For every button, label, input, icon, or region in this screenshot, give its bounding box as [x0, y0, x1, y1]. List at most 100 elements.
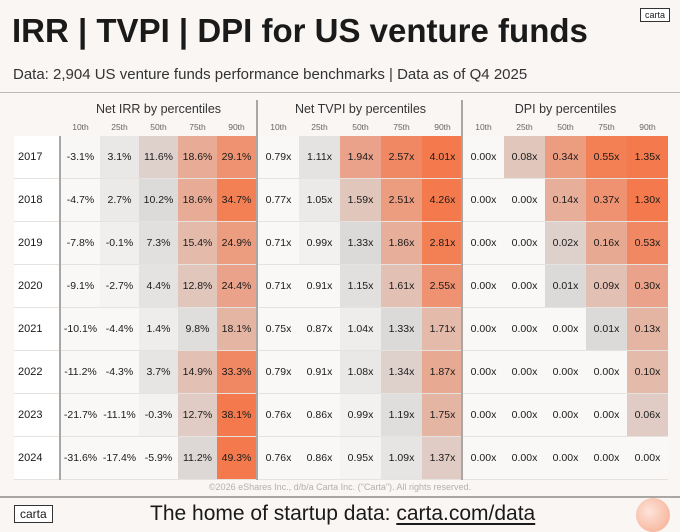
heatmap-cell: -10.1% — [61, 308, 100, 351]
heatmap-cell: 1.04x — [340, 308, 381, 351]
heatmap-cell: 1.75x — [422, 394, 463, 437]
heatmap-cell: 1.05x — [299, 179, 340, 222]
heatmap-cell: 2.7% — [100, 179, 139, 222]
heatmap-cell: 18.6% — [178, 136, 217, 179]
heatmap-cell: 0.00x — [545, 351, 586, 394]
heatmap-cell: 2.81x — [422, 222, 463, 265]
heatmap-cell: 0.71x — [258, 265, 299, 308]
heatmap-cell: 1.09x — [381, 437, 422, 480]
group-header: Net IRR by percentiles — [95, 102, 222, 116]
heatmap-cell: 34.7% — [217, 179, 256, 222]
percentile-header: 50th — [150, 122, 167, 132]
heatmap-cell: 2.55x — [422, 265, 463, 308]
header-divider — [0, 92, 680, 93]
heatmap-cell: 49.3% — [217, 437, 256, 480]
percentile-header: 10th — [72, 122, 89, 132]
page-subtitle: Data: 2,904 US venture funds performance… — [13, 66, 528, 83]
heatmap-cell: 4.26x — [422, 179, 463, 222]
percentile-header: 25th — [111, 122, 128, 132]
row-year-label: 2021 — [14, 308, 60, 351]
heatmap-cell: 12.8% — [178, 265, 217, 308]
heatmap-cell: 0.00x — [463, 136, 504, 179]
year-column-divider — [59, 136, 61, 480]
heatmap-cell: 1.87x — [422, 351, 463, 394]
heatmap-cell: 0.13x — [627, 308, 668, 351]
row-year-label: 2019 — [14, 222, 60, 265]
heatmap-cell: 1.86x — [381, 222, 422, 265]
heatmap-cell: 0.76x — [258, 394, 299, 437]
heatmap-cell: 0.00x — [504, 222, 545, 265]
heatmap-cell: 24.9% — [217, 222, 256, 265]
heatmap-cell: 1.37x — [422, 437, 463, 480]
heatmap-cell: 0.79x — [258, 351, 299, 394]
heatmap-cell: 1.08x — [340, 351, 381, 394]
heatmap-cell: 1.34x — [381, 351, 422, 394]
heatmap-cell: 0.00x — [504, 179, 545, 222]
heatmap-cell: 0.00x — [504, 308, 545, 351]
percentile-header: 75th — [598, 122, 615, 132]
row-year-label: 2023 — [14, 394, 60, 437]
heatmap-cell: -17.4% — [100, 437, 139, 480]
heatmap-cell: 0.37x — [586, 179, 627, 222]
heatmap-cell: 0.01x — [586, 308, 627, 351]
percentile-header: 90th — [434, 122, 451, 132]
heatmap-cell: 1.11x — [299, 136, 340, 179]
heatmap-cell: 12.7% — [178, 394, 217, 437]
heatmap-cell: 0.00x — [545, 394, 586, 437]
heatmap-cell: 4.4% — [139, 265, 178, 308]
heatmap-cell: -5.9% — [139, 437, 178, 480]
group-divider — [461, 100, 463, 480]
heatmap-cell: 1.33x — [381, 308, 422, 351]
percentile-header: 90th — [639, 122, 656, 132]
heatmap-cell: 0.99x — [340, 394, 381, 437]
carta-footer-logo: carta — [14, 505, 53, 523]
heatmap-cell: 0.77x — [258, 179, 299, 222]
heatmap-cell: 0.55x — [586, 136, 627, 179]
heatmap-cell: 0.00x — [545, 437, 586, 480]
heatmap-cell: 4.01x — [422, 136, 463, 179]
heatmap-cell: 0.91x — [299, 351, 340, 394]
heatmap-cell: 0.00x — [504, 437, 545, 480]
heatmap-cell: 24.4% — [217, 265, 256, 308]
heatmap-cell: 0.79x — [258, 136, 299, 179]
heatmap-cell: 11.6% — [139, 136, 178, 179]
heatmap-cell: -7.8% — [61, 222, 100, 265]
heatmap-cell: 0.34x — [545, 136, 586, 179]
heatmap-cell: -4.4% — [100, 308, 139, 351]
heatmap-cell: 15.4% — [178, 222, 217, 265]
heatmap-cell: 3.7% — [139, 351, 178, 394]
heatmap-cell: 0.95x — [340, 437, 381, 480]
copyright: ©2026 eShares Inc., d/b/a Carta Inc. ("C… — [208, 482, 472, 492]
heatmap-cell: 0.10x — [627, 351, 668, 394]
heatmap-cell: -0.3% — [139, 394, 178, 437]
heatmap-cell: 0.00x — [504, 265, 545, 308]
row-year-label: 2024 — [14, 437, 60, 480]
heatmap-cell: 0.00x — [627, 437, 668, 480]
carta-logo: carta — [639, 8, 670, 22]
heatmap-cell: 0.86x — [299, 394, 340, 437]
heatmap-cell: 33.3% — [217, 351, 256, 394]
heatmap-cell: 1.94x — [340, 136, 381, 179]
heatmap-cell: 2.51x — [381, 179, 422, 222]
heatmap-cell: 0.00x — [463, 351, 504, 394]
heatmap-cell: -11.2% — [61, 351, 100, 394]
heatmap-cell: 0.30x — [627, 265, 668, 308]
heatmap-cell: 1.59x — [340, 179, 381, 222]
heatmap-cell: -0.1% — [100, 222, 139, 265]
carta-data-link[interactable]: carta.com/data — [396, 502, 536, 525]
heatmap-cell: 0.87x — [299, 308, 340, 351]
heatmap-cell: 1.33x — [340, 222, 381, 265]
heatmap-cell: 3.1% — [100, 136, 139, 179]
heatmap-cell: 0.53x — [627, 222, 668, 265]
heatmap-cell: -2.7% — [100, 265, 139, 308]
heatmap-cell: 0.00x — [463, 222, 504, 265]
heatmap-cell: 0.00x — [463, 308, 504, 351]
heatmap-cell: 0.06x — [627, 394, 668, 437]
row-year-label: 2018 — [14, 179, 60, 222]
heatmap-cell: 0.86x — [299, 437, 340, 480]
heatmap-cell: 14.9% — [178, 351, 217, 394]
percentile-header: 25th — [516, 122, 533, 132]
heatmap-cell: 0.08x — [504, 136, 545, 179]
heatmap-cell: 0.00x — [463, 179, 504, 222]
percentile-header: 75th — [189, 122, 206, 132]
